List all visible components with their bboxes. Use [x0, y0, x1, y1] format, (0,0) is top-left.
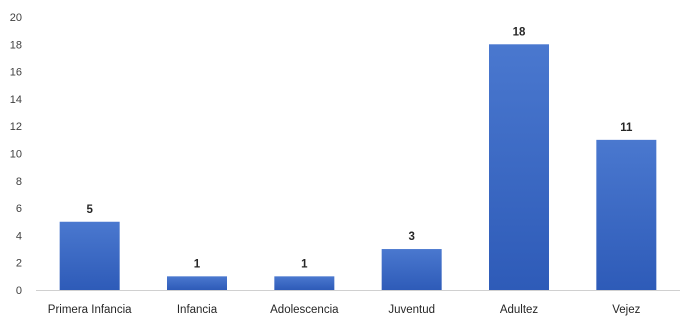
y-tick-label: 8: [16, 176, 22, 188]
y-tick-label: 2: [16, 258, 22, 270]
bar-primera-infancia: [59, 221, 120, 290]
x-tick-label: Primera Infancia: [48, 304, 132, 316]
x-tick-label: Infancia: [177, 304, 218, 316]
y-tick-label: 12: [10, 121, 22, 133]
bar-infancia: [167, 276, 227, 290]
x-axis: Primera Infancia Infancia Adolescencia Juve…: [36, 290, 680, 316]
y-tick-label: 20: [10, 12, 22, 24]
data-label: 3: [408, 231, 414, 243]
data-label: 1: [194, 258, 201, 270]
y-tick-label: 4: [16, 230, 22, 242]
y-tick-label: 14: [10, 94, 22, 106]
data-label: 1: [301, 258, 308, 270]
data-label: 11: [620, 122, 633, 134]
y-tick-label: 18: [10, 39, 22, 51]
bar-juventud: [381, 249, 442, 290]
x-tick-label: Juventud: [388, 304, 435, 316]
x-tick-label: Vejez: [612, 304, 640, 316]
bar-adultez: [489, 44, 549, 290]
y-tick-label: 10: [10, 149, 22, 161]
data-label: 18: [513, 26, 526, 38]
y-tick-label: 16: [10, 67, 22, 79]
y-tick-label: 0: [16, 285, 22, 297]
x-tick-label: Adultez: [500, 304, 539, 316]
y-tick-label: 6: [16, 203, 22, 215]
bar-adolescencia: [274, 276, 335, 290]
x-tick-label: Adolescencia: [270, 304, 339, 316]
data-label: 5: [86, 204, 93, 216]
y-axis: 0 2 4 6 8 10 12 14 16 18 20: [10, 12, 22, 297]
bar-vejez: [596, 139, 657, 290]
